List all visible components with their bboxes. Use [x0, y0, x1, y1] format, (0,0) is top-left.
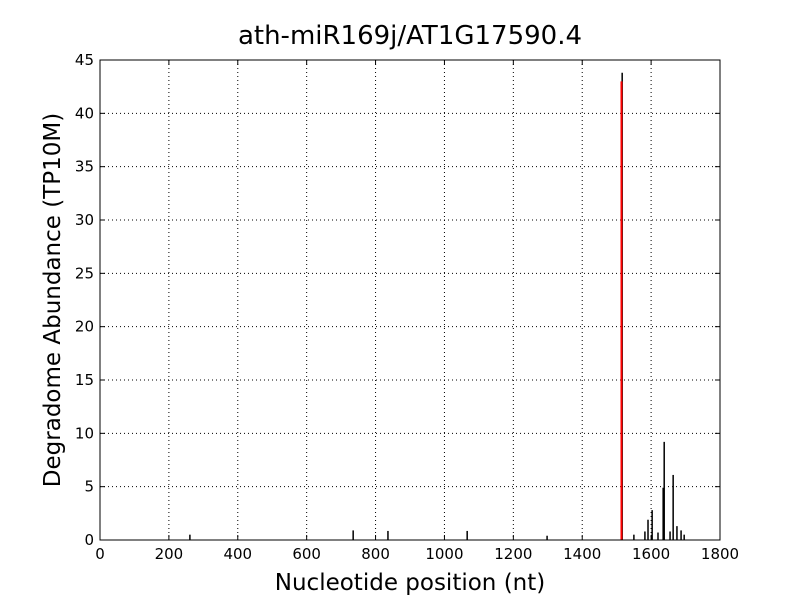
- y-tick-label: 30: [75, 211, 94, 229]
- x-tick-label: 1600: [632, 545, 670, 563]
- x-tick-label: 1200: [494, 545, 532, 563]
- x-tick-label: 0: [95, 545, 105, 563]
- x-tick-label: 600: [292, 545, 321, 563]
- x-tick-label: 400: [223, 545, 252, 563]
- y-tick-label: 25: [75, 264, 94, 282]
- y-tick-label: 0: [84, 531, 94, 549]
- y-tick-label: 45: [75, 51, 94, 69]
- x-tick-label: 1000: [425, 545, 463, 563]
- x-tick-label: 800: [361, 545, 390, 563]
- y-tick-label: 5: [84, 478, 94, 496]
- x-tick-label: 1400: [563, 545, 601, 563]
- y-axis-label: Degradome Abundance (TP10M): [40, 113, 66, 487]
- y-tick-label: 20: [75, 318, 94, 336]
- y-tick-label: 10: [75, 424, 94, 442]
- x-tick-label: 1800: [701, 545, 739, 563]
- x-tick-label: 200: [155, 545, 184, 563]
- y-tick-label: 35: [75, 158, 94, 176]
- chart-title: ath-miR169j/AT1G17590.4: [238, 21, 582, 51]
- plot-frame: [99, 59, 721, 541]
- y-tick-label: 15: [75, 371, 94, 389]
- x-axis-label: Nucleotide position (nt): [275, 570, 545, 596]
- y-tick-label: 40: [75, 104, 94, 122]
